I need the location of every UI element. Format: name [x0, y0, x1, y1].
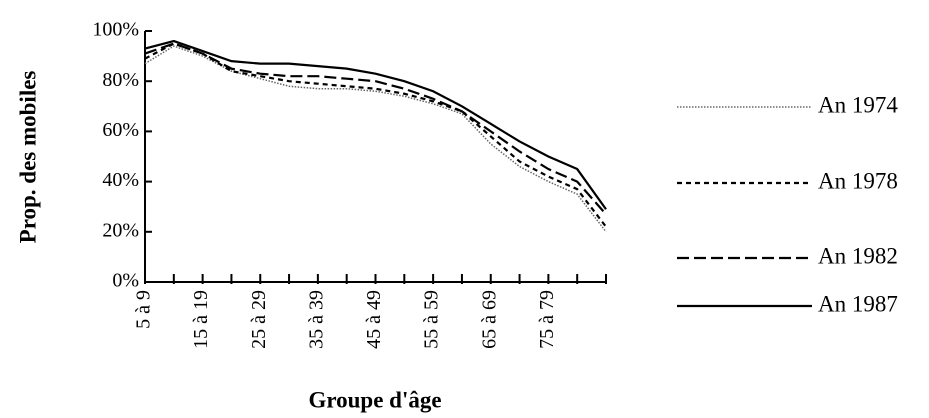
- series-line: [144, 42, 607, 228]
- x-tick-label: 45 à 49: [363, 290, 385, 349]
- y-tick-label: 100%: [92, 19, 139, 41]
- legend-label: An 1982: [818, 243, 898, 268]
- series-line: [144, 39, 607, 210]
- y-tick-label: 40%: [102, 169, 139, 191]
- x-axis-label: Groupe d'âge: [308, 387, 441, 412]
- x-tick-label: 75 à 79: [536, 290, 558, 349]
- y-tick-label: 80%: [102, 69, 139, 91]
- y-axis-label: Prop. des mobiles: [15, 71, 40, 244]
- legend-label: An 1978: [818, 168, 898, 193]
- legend-label: An 1974: [818, 92, 898, 117]
- series-line: [144, 42, 607, 215]
- x-tick-label: 15 à 19: [190, 290, 212, 349]
- x-tick-label: 25 à 29: [248, 290, 270, 349]
- y-tick-label: 20%: [102, 219, 139, 241]
- y-tick-label: 60%: [102, 119, 139, 141]
- x-tick-label: 5 à 9: [133, 290, 155, 329]
- x-tick-label: 35 à 39: [305, 290, 327, 349]
- x-tick-label: 55 à 59: [421, 290, 443, 349]
- y-tick-label: 0%: [112, 270, 139, 292]
- x-tick-label: 65 à 69: [478, 290, 500, 349]
- legend-label: An 1987: [818, 291, 898, 316]
